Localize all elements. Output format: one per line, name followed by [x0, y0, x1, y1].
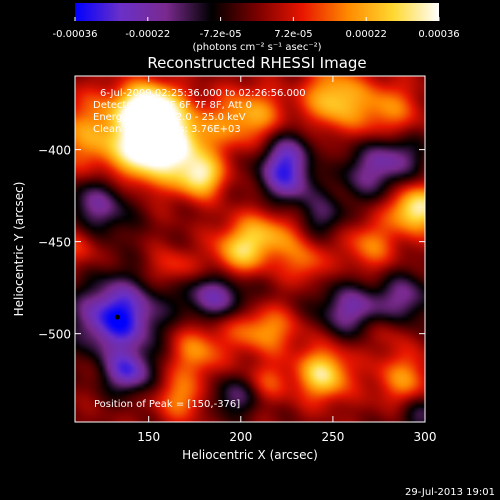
plot-area: 150 200 250 300 −400 −450 −500 — [38, 75, 436, 444]
annotation-total-counts: Clean Total counts: 3.76E+03 — [93, 124, 241, 135]
colorbar-unit-label: (photons cm⁻² s⁻¹ asec⁻²) — [192, 42, 321, 53]
colorbar: -0.00036 -0.00022 -7.2e-05 7.2e-05 0.00022 0.… — [53, 3, 460, 53]
x-tick-label: 200 — [229, 430, 252, 444]
colorbar-tick-label: -0.00022 — [125, 29, 170, 40]
colorbar-ticks: -0.00036 -0.00022 -7.2e-05 7.2e-05 0.00022 0.… — [53, 17, 460, 40]
x-axis-label: Heliocentric X (arcsec) — [182, 448, 318, 462]
footer-timestamp: 29-Jul-2013 19:01 — [405, 487, 495, 498]
x-tick-label: 300 — [414, 430, 437, 444]
colorbar-tick-label: -7.2e-05 — [200, 29, 242, 40]
plot-frame — [74, 75, 426, 423]
colorbar-gradient — [75, 3, 439, 21]
y-axis-ticks: −400 −450 −500 — [38, 144, 425, 342]
colorbar-tick-label: 0.00036 — [418, 29, 459, 40]
heatmap-image — [75, 76, 425, 422]
annotation-block: 6-Jul-2009 02:25:36.000 to 02:26:56.000 … — [93, 88, 306, 135]
y-tick-label: −400 — [38, 144, 71, 158]
x-axis-ticks: 150 200 250 300 — [137, 76, 436, 444]
x-tick-label: 250 — [321, 430, 344, 444]
min-marker-point — [114, 314, 120, 320]
peak-position-label: Position of Peak = [150,-376] — [94, 399, 240, 410]
y-tick-label: −500 — [38, 328, 71, 342]
y-tick-label: −450 — [38, 236, 71, 250]
colorbar-tick-label: 0.00022 — [346, 29, 387, 40]
annotation-detectors: Detectors: 1F 5F 6F 7F 8F, Att 0 — [93, 100, 252, 111]
x-tick-label: 150 — [137, 430, 160, 444]
colorbar-tick-label: -0.00036 — [53, 29, 98, 40]
annotation-time-range: 6-Jul-2009 02:25:36.000 to 02:26:56.000 — [100, 88, 306, 99]
chart-title: Reconstructed RHESSI Image — [147, 54, 366, 72]
y-axis-label: Heliocentric Y (arcsec) — [12, 182, 26, 317]
annotation-energy-range: Energy Range: 12.0 - 25.0 keV — [93, 112, 246, 123]
colorbar-tick-label: 7.2e-05 — [274, 29, 312, 40]
